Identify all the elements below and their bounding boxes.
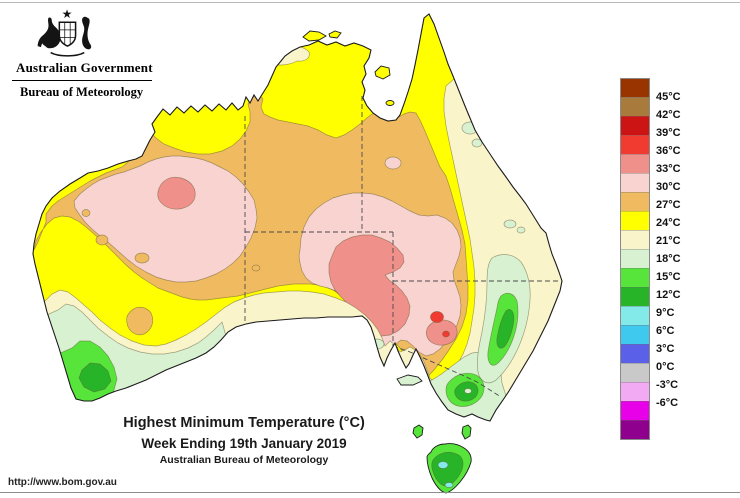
- legend-label: 27°C: [656, 198, 681, 211]
- footer-url: http://www.bom.gov.au: [8, 477, 117, 488]
- map-caption: Highest Minimum Temperature (°C) Week En…: [64, 415, 424, 466]
- legend-label: 21°C: [656, 234, 681, 247]
- legend-swatch: [621, 173, 649, 192]
- crest-star-icon: ★: [62, 7, 73, 21]
- bureau-label: Bureau of Meteorology: [20, 85, 144, 99]
- legend-label: 6°C: [656, 324, 675, 337]
- legend-label: 30°C: [656, 180, 681, 193]
- legend-colorbar: [620, 78, 650, 440]
- legend-label: 0°C: [656, 360, 675, 373]
- legend-label: 9°C: [656, 306, 675, 319]
- state-borders: [244, 96, 558, 398]
- islands: [302, 30, 472, 440]
- king-island: [412, 424, 424, 439]
- legend-label: 18°C: [656, 252, 681, 265]
- legend-swatch: [621, 192, 649, 211]
- legend-label: 39°C: [656, 126, 681, 139]
- kangaroo-island: [396, 374, 423, 386]
- legend-label: 24°C: [656, 216, 681, 229]
- legend-label: 3°C: [656, 342, 675, 355]
- caption-title: Highest Minimum Temperature (°C): [123, 415, 365, 431]
- legend-swatch: [621, 135, 649, 154]
- caption-source: Australian Bureau of Meteorology: [159, 454, 329, 466]
- caption-period: Week Ending 19th January 2019: [141, 436, 347, 451]
- legend-label: 33°C: [656, 162, 681, 175]
- legend-swatch: [621, 306, 649, 325]
- legend-label: 42°C: [656, 108, 681, 121]
- flinders-island: [461, 424, 472, 440]
- legend-swatch: [621, 344, 649, 363]
- legend-label: 36°C: [656, 144, 681, 157]
- legend-swatch: [621, 363, 649, 382]
- legend-swatch: [621, 249, 649, 268]
- top-divider: [0, 2, 740, 3]
- legend-label: -3°C: [656, 378, 679, 391]
- bom-logo-block: ★ Australian Government Bureau of Meteor…: [8, 6, 178, 100]
- legend-swatch: [621, 211, 649, 230]
- government-label: Australian Government: [16, 60, 153, 75]
- legend-label: 45°C: [656, 90, 681, 103]
- legend-swatch: [621, 97, 649, 116]
- legend-swatch: [621, 325, 649, 344]
- tasmania: [426, 443, 472, 494]
- legend-swatch: [621, 401, 649, 420]
- legend-swatch: [621, 79, 649, 97]
- logo-divider: [12, 80, 152, 81]
- legend-swatch: [621, 230, 649, 249]
- legend-swatch: [621, 268, 649, 287]
- legend-swatch: [621, 382, 649, 401]
- legend-swatch: [621, 154, 649, 173]
- legend-swatch: [621, 287, 649, 306]
- legend-label: -6°C: [656, 396, 679, 409]
- legend-label: 12°C: [656, 288, 681, 301]
- bottom-divider: [0, 492, 740, 493]
- legend-swatch: [621, 116, 649, 135]
- coat-of-arms-icon: ★: [37, 7, 92, 57]
- legend-label: 15°C: [656, 270, 681, 283]
- legend-swatch: [621, 420, 649, 439]
